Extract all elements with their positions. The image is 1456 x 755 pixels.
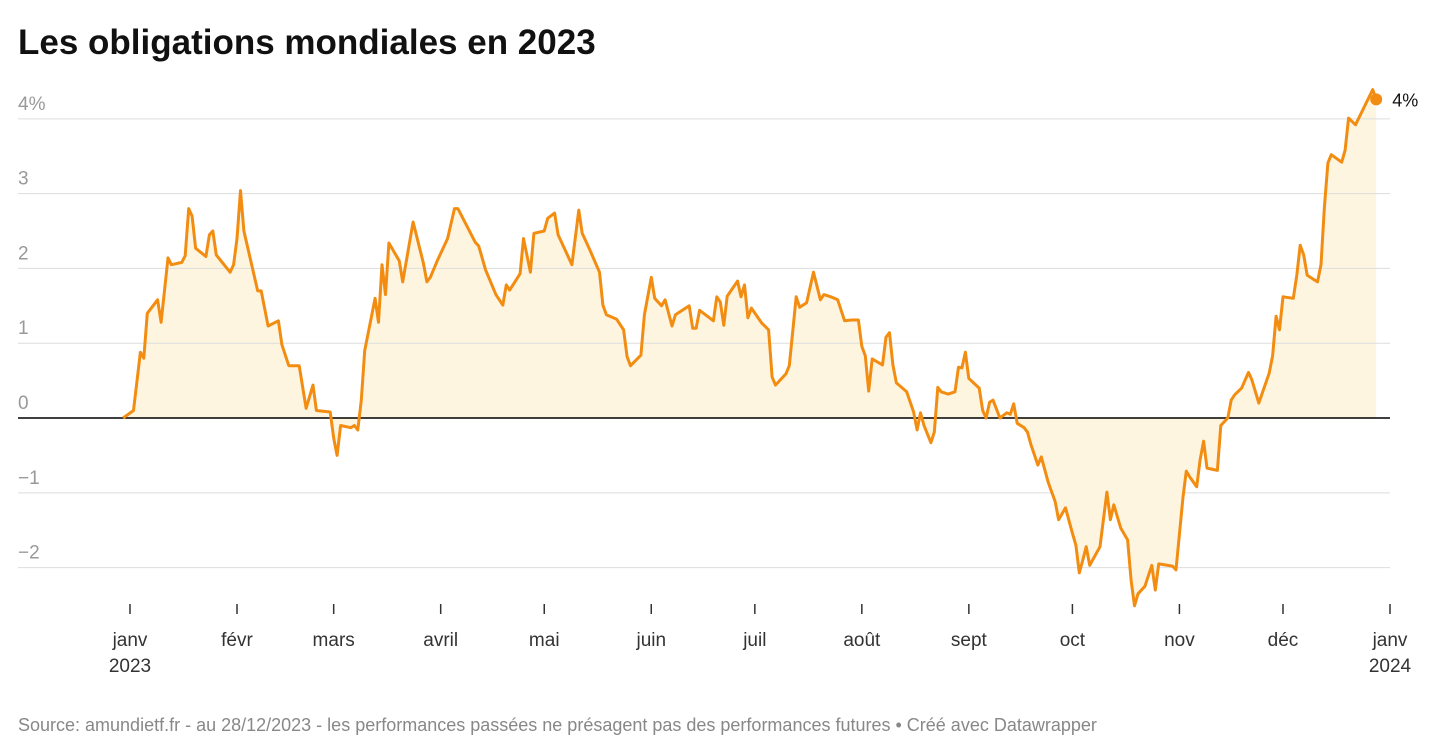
y-tick-label: 0 — [18, 393, 29, 414]
x-tick-label: janv — [1372, 630, 1408, 651]
y-tick-label: −2 — [18, 543, 40, 564]
x-tick-label: 2023 — [109, 656, 151, 677]
x-tick-label: nov — [1164, 630, 1195, 651]
x-tick-label: mars — [313, 630, 355, 651]
y-tick-label: −1 — [18, 468, 40, 489]
x-tick-label: sept — [951, 630, 988, 651]
end-label: 4% — [1392, 90, 1418, 110]
x-tick-label: août — [843, 630, 881, 651]
source-note: Source: amundietf.fr - au 28/12/2023 - l… — [18, 715, 1097, 735]
end-point — [1370, 93, 1383, 106]
x-tick-label: janv — [112, 630, 148, 651]
line — [122, 88, 1378, 608]
x-tick-label: juin — [635, 630, 666, 651]
x-tick-label: juil — [742, 630, 766, 651]
x-tick-label: mai — [529, 630, 560, 651]
x-tick-label: 2024 — [1369, 656, 1412, 677]
chart-title: Les obligations mondiales en 2023 — [18, 23, 596, 62]
y-tick-label: 2 — [18, 243, 29, 264]
y-tick-label: 1 — [18, 318, 29, 339]
x-tick-label: févr — [221, 630, 253, 651]
area — [123, 89, 1377, 606]
x-tick-label: déc — [1268, 630, 1299, 651]
x-tick-label: avril — [423, 630, 458, 651]
y-tick-label: 4% — [18, 94, 46, 115]
y-tick-label: 3 — [18, 169, 29, 190]
x-tick-label: oct — [1060, 630, 1086, 651]
